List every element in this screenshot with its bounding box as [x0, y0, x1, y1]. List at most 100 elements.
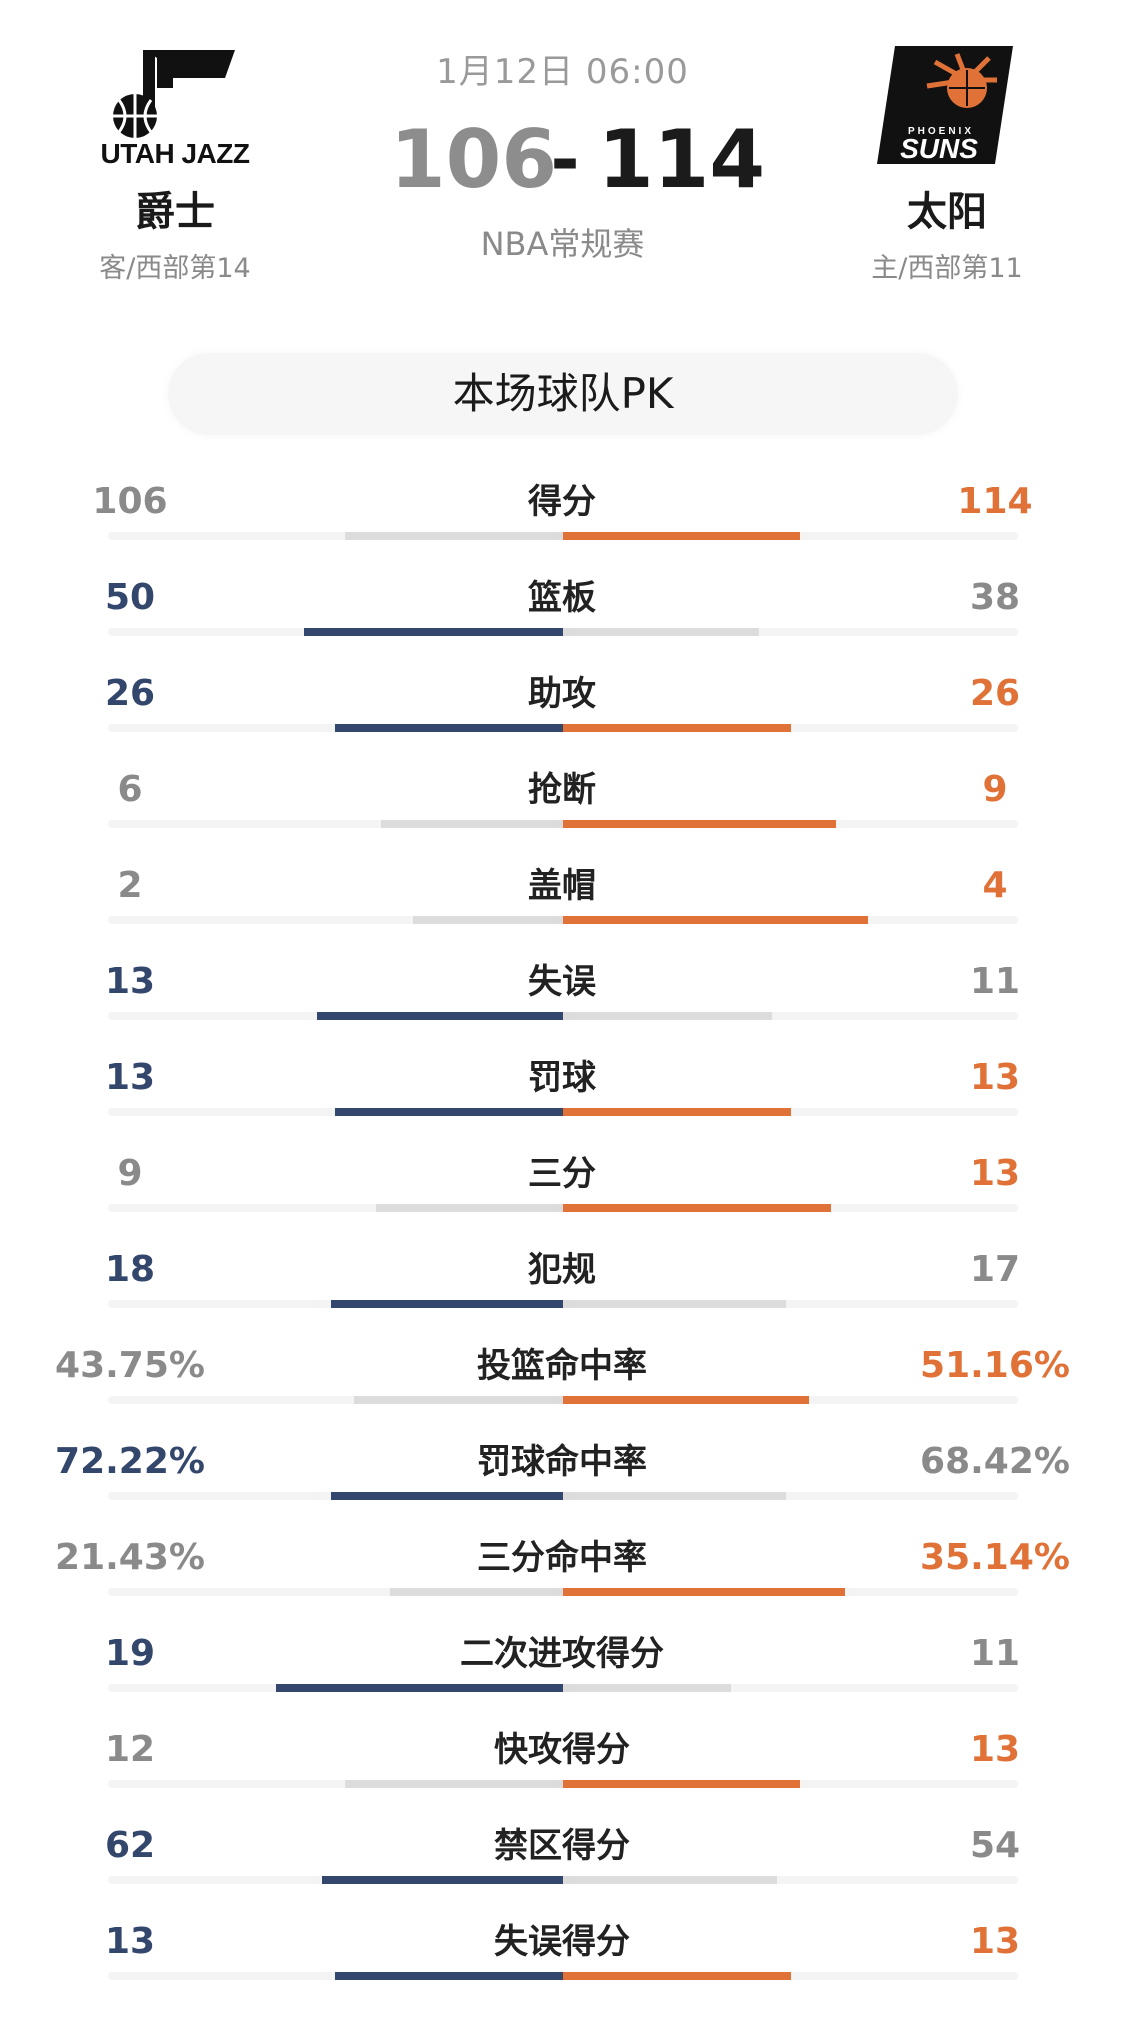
svg-text:PHOENIX: PHOENIX	[908, 126, 974, 137]
stat-label: 三分	[528, 1154, 596, 1194]
match-info: 1月12日 06:00 106 - 114 NBA常规赛	[330, 44, 795, 265]
away-stat-bar	[381, 820, 563, 828]
jazz-note-icon	[113, 50, 235, 138]
stat-label: 快攻得分	[494, 1730, 630, 1770]
away-stat-value: 72.22%	[55, 1441, 205, 1482]
home-stat-bar	[563, 1588, 845, 1596]
stat-row: 13 失误 11	[0, 950, 1125, 1046]
home-stat-bar	[563, 1972, 791, 1980]
away-stat-value: 18	[104, 1249, 156, 1290]
stats-list: 106 得分 114 50 篮板 38 26 助攻 26 6 抢断 9 2 盖帽 4 13 失误 11 13 罚球 13…	[0, 470, 1125, 2006]
stat-row: 43.75% 投篮命中率 51.16%	[0, 1334, 1125, 1430]
match-type: NBA常规赛	[480, 225, 645, 263]
home-stat-bar	[563, 724, 791, 732]
suns-sun-icon: PHOENIX SUNS	[877, 46, 1013, 164]
away-team-rank: 客/西部第14	[99, 253, 251, 284]
away-stat-value: 9	[117, 1153, 143, 1194]
home-team-rank: 主/西部第11	[871, 253, 1023, 284]
stat-row: 21.43% 三分命中率 35.14%	[0, 1526, 1125, 1622]
score-row: 106 - 114	[330, 115, 795, 205]
stat-label: 抢断	[528, 770, 596, 810]
stat-row: 106 得分 114	[0, 470, 1125, 566]
away-stat-bar	[354, 1396, 563, 1404]
away-stat-value: 13	[104, 1057, 156, 1098]
home-stat-bar	[563, 1300, 786, 1308]
home-stat-bar	[563, 532, 800, 540]
away-score: 106	[390, 113, 557, 206]
away-team[interactable]: UTAH JAZZ 爵士 客/西部第14	[45, 40, 305, 285]
away-stat-value: 6	[117, 769, 143, 810]
stat-label: 助攻	[528, 674, 596, 714]
jazz-logo-text: UTAH JAZZ	[100, 138, 250, 169]
stat-row: 50 篮板 38	[0, 566, 1125, 662]
team-pk-header: 本场球队PK	[168, 353, 958, 435]
home-stat-value: 11	[969, 1633, 1021, 1674]
stat-label: 篮板	[528, 578, 596, 618]
home-stat-value: 38	[969, 577, 1021, 618]
home-stat-bar	[563, 820, 836, 828]
away-stat-value: 13	[104, 961, 156, 1002]
jazz-logo: UTAH JAZZ	[45, 40, 305, 170]
home-stat-value: 4	[982, 865, 1008, 906]
home-stat-bar	[563, 1780, 800, 1788]
away-stat-bar	[322, 1876, 563, 1884]
suns-logo: PHOENIX SUNS	[817, 40, 1077, 170]
home-stat-bar	[563, 1204, 831, 1212]
match-time: 1月12日 06:00	[436, 52, 689, 92]
home-stat-value: 51.16%	[920, 1345, 1070, 1386]
stat-row: 2 盖帽 4	[0, 854, 1125, 950]
stat-label: 二次进攻得分	[460, 1634, 664, 1674]
away-stat-bar	[331, 1300, 563, 1308]
stat-row: 6 抢断 9	[0, 758, 1125, 854]
home-stat-bar	[563, 1492, 786, 1500]
home-team-name: 太阳	[907, 189, 987, 235]
home-stat-value: 9	[982, 769, 1008, 810]
stat-label: 禁区得分	[494, 1826, 630, 1866]
home-stat-bar	[563, 628, 759, 636]
home-team[interactable]: PHOENIX SUNS 太阳 主/西部第11	[817, 40, 1077, 285]
stat-label: 罚球命中率	[477, 1442, 647, 1482]
home-stat-bar	[563, 916, 868, 924]
home-stat-bar	[563, 1108, 791, 1116]
home-stat-value: 13	[969, 1729, 1021, 1770]
home-stat-value: 26	[969, 673, 1021, 714]
home-stat-value: 68.42%	[920, 1441, 1070, 1482]
away-stat-bar	[304, 628, 563, 636]
away-stat-value: 13	[104, 1921, 156, 1962]
stat-label: 罚球	[528, 1058, 596, 1098]
away-stat-bar	[413, 916, 563, 924]
home-stat-value: 114	[957, 481, 1033, 522]
stat-label: 三分命中率	[477, 1538, 647, 1578]
stat-row: 62 禁区得分 54	[0, 1814, 1125, 1910]
home-stat-value: 13	[969, 1057, 1021, 1098]
away-stat-bar	[376, 1204, 563, 1212]
stat-label: 盖帽	[528, 866, 596, 906]
home-stat-value: 35.14%	[920, 1537, 1070, 1578]
away-stat-bar	[345, 532, 563, 540]
away-stat-value: 19	[104, 1633, 156, 1674]
away-stat-value: 26	[104, 673, 156, 714]
away-stat-value: 106	[92, 481, 168, 522]
stat-label: 投篮命中率	[477, 1346, 647, 1386]
away-stat-bar	[276, 1684, 563, 1692]
home-stat-value: 11	[969, 961, 1021, 1002]
stat-row: 13 罚球 13	[0, 1046, 1125, 1142]
stat-label: 犯规	[528, 1250, 596, 1290]
away-stat-value: 50	[104, 577, 156, 618]
away-stat-bar	[331, 1492, 563, 1500]
away-stat-bar	[335, 1108, 563, 1116]
away-stat-value: 12	[104, 1729, 156, 1770]
away-stat-bar	[317, 1012, 563, 1020]
stat-row: 26 助攻 26	[0, 662, 1125, 758]
stat-label: 得分	[528, 482, 596, 522]
stat-row: 18 犯规 17	[0, 1238, 1125, 1334]
away-stat-value: 2	[117, 865, 143, 906]
stat-row: 12 快攻得分 13	[0, 1718, 1125, 1814]
home-stat-bar	[563, 1396, 809, 1404]
stat-row: 19 二次进攻得分 11	[0, 1622, 1125, 1718]
home-score: 114	[598, 113, 765, 206]
away-stat-bar	[390, 1588, 563, 1596]
away-stat-value: 62	[104, 1825, 156, 1866]
suns-logo-text: SUNS	[900, 133, 978, 164]
home-stat-value: 17	[969, 1249, 1021, 1290]
